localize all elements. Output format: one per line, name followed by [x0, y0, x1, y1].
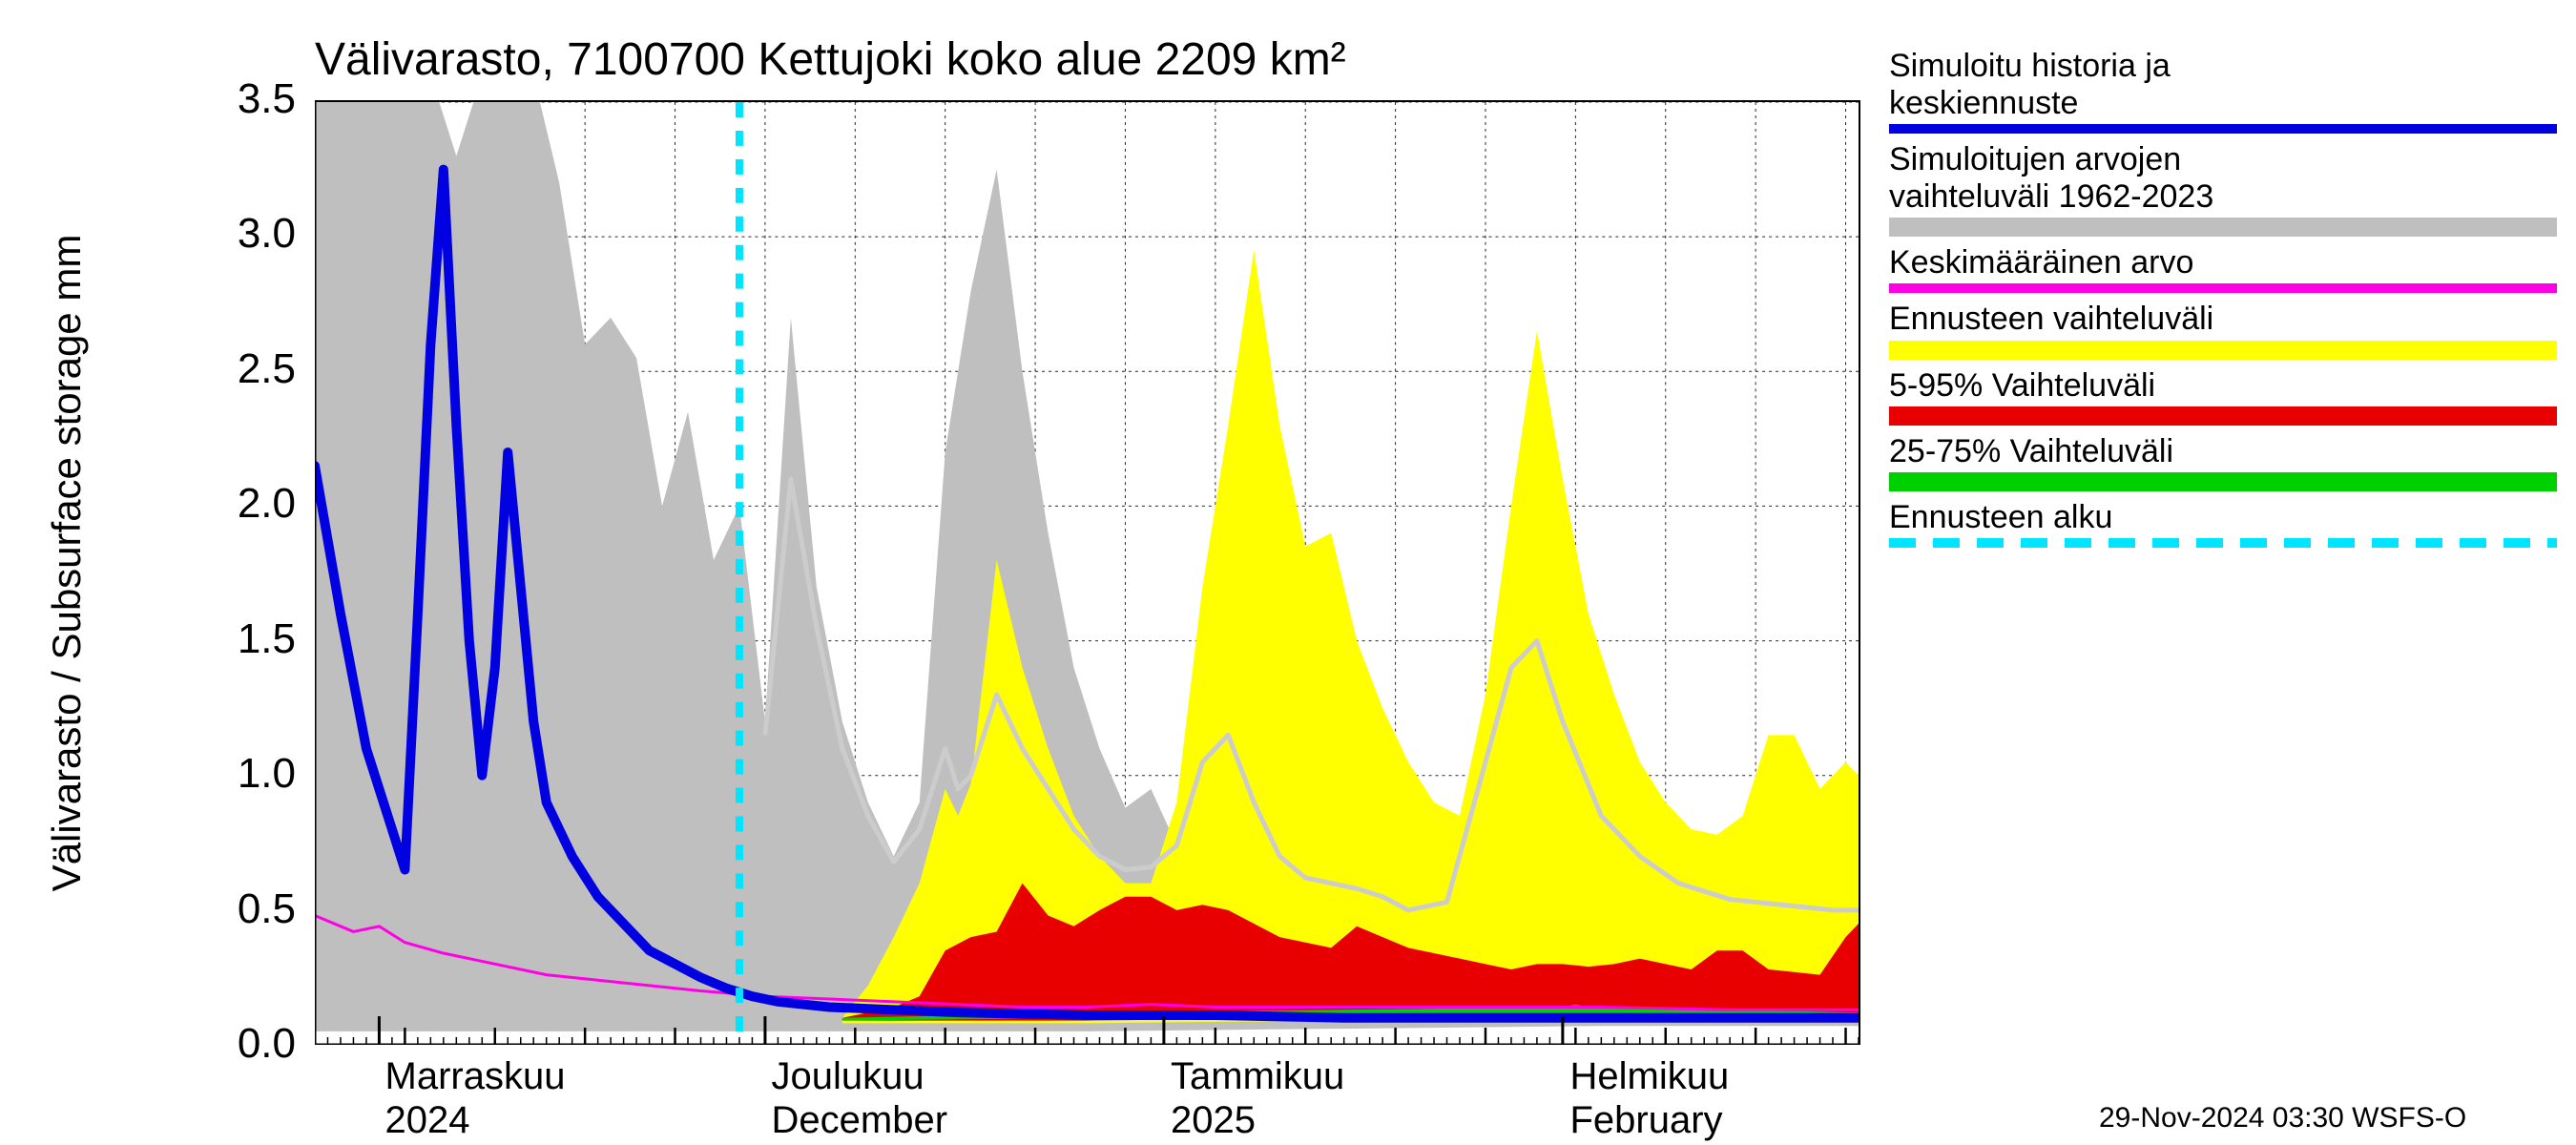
legend-swatch — [1889, 406, 2557, 426]
legend-swatch — [1889, 218, 2557, 237]
legend-text: Ennusteen alku — [1889, 499, 2557, 536]
legend-entry: 5-95% Vaihteluväli — [1889, 367, 2557, 426]
y-tick-label: 0.5 — [181, 885, 296, 933]
x-tick-label: Marraskuu2024 — [385, 1054, 566, 1142]
legend-text: Simuloitu historia ja — [1889, 48, 2557, 85]
chart-root: Välivarasto, 7100700 Kettujoki koko alue… — [0, 0, 2576, 1145]
y-tick-label: 1.5 — [181, 615, 296, 663]
y-tick-label: 3.5 — [181, 75, 296, 123]
legend-text: Ennusteen vaihteluväli — [1889, 301, 2557, 338]
x-tick-label: HelmikuuFebruary — [1570, 1054, 1730, 1142]
legend-entry: Ennusteen alku — [1889, 499, 2557, 548]
y-tick-label: 1.0 — [181, 750, 296, 798]
x-tick-label: JoulukuuDecember — [772, 1054, 948, 1142]
legend-text: Simuloitujen arvojen — [1889, 141, 2557, 178]
legend-swatch — [1889, 341, 2557, 360]
y-axis-label: Välivarasto / Subsurface storage mm — [44, 235, 90, 892]
legend-swatch — [1889, 283, 2557, 293]
y-tick-label: 0.0 — [181, 1020, 296, 1068]
legend-entry: Simuloitujen arvojenvaihteluväli 1962-20… — [1889, 141, 2557, 237]
legend-entry: Simuloitu historia jakeskiennuste — [1889, 48, 2557, 134]
plot-svg — [315, 102, 1859, 1045]
legend-swatch — [1889, 538, 2557, 548]
x-tick-label: Tammikuu2025 — [1171, 1054, 1344, 1142]
y-tick-label: 3.0 — [181, 210, 296, 258]
legend-text: 5-95% Vaihteluväli — [1889, 367, 2557, 405]
y-tick-label: 2.0 — [181, 480, 296, 528]
legend-text: keskiennuste — [1889, 85, 2557, 122]
legend-swatch — [1889, 124, 2557, 134]
plot-area — [315, 100, 1860, 1045]
legend-swatch — [1889, 472, 2557, 491]
legend-text: 25-75% Vaihteluväli — [1889, 433, 2557, 470]
footer-timestamp: 29-Nov-2024 03:30 WSFS-O — [2099, 1102, 2466, 1135]
legend: Simuloitu historia jakeskiennusteSimuloi… — [1889, 48, 2557, 555]
legend-entry: Ennusteen vaihteluväli — [1889, 301, 2557, 359]
legend-entry: Keskimääräinen arvo — [1889, 244, 2557, 293]
y-tick-label: 2.5 — [181, 345, 296, 393]
legend-entry: 25-75% Vaihteluväli — [1889, 433, 2557, 491]
legend-text: Keskimääräinen arvo — [1889, 244, 2557, 281]
chart-title: Välivarasto, 7100700 Kettujoki koko alue… — [315, 33, 1346, 86]
legend-text: vaihteluväli 1962-2023 — [1889, 178, 2557, 216]
